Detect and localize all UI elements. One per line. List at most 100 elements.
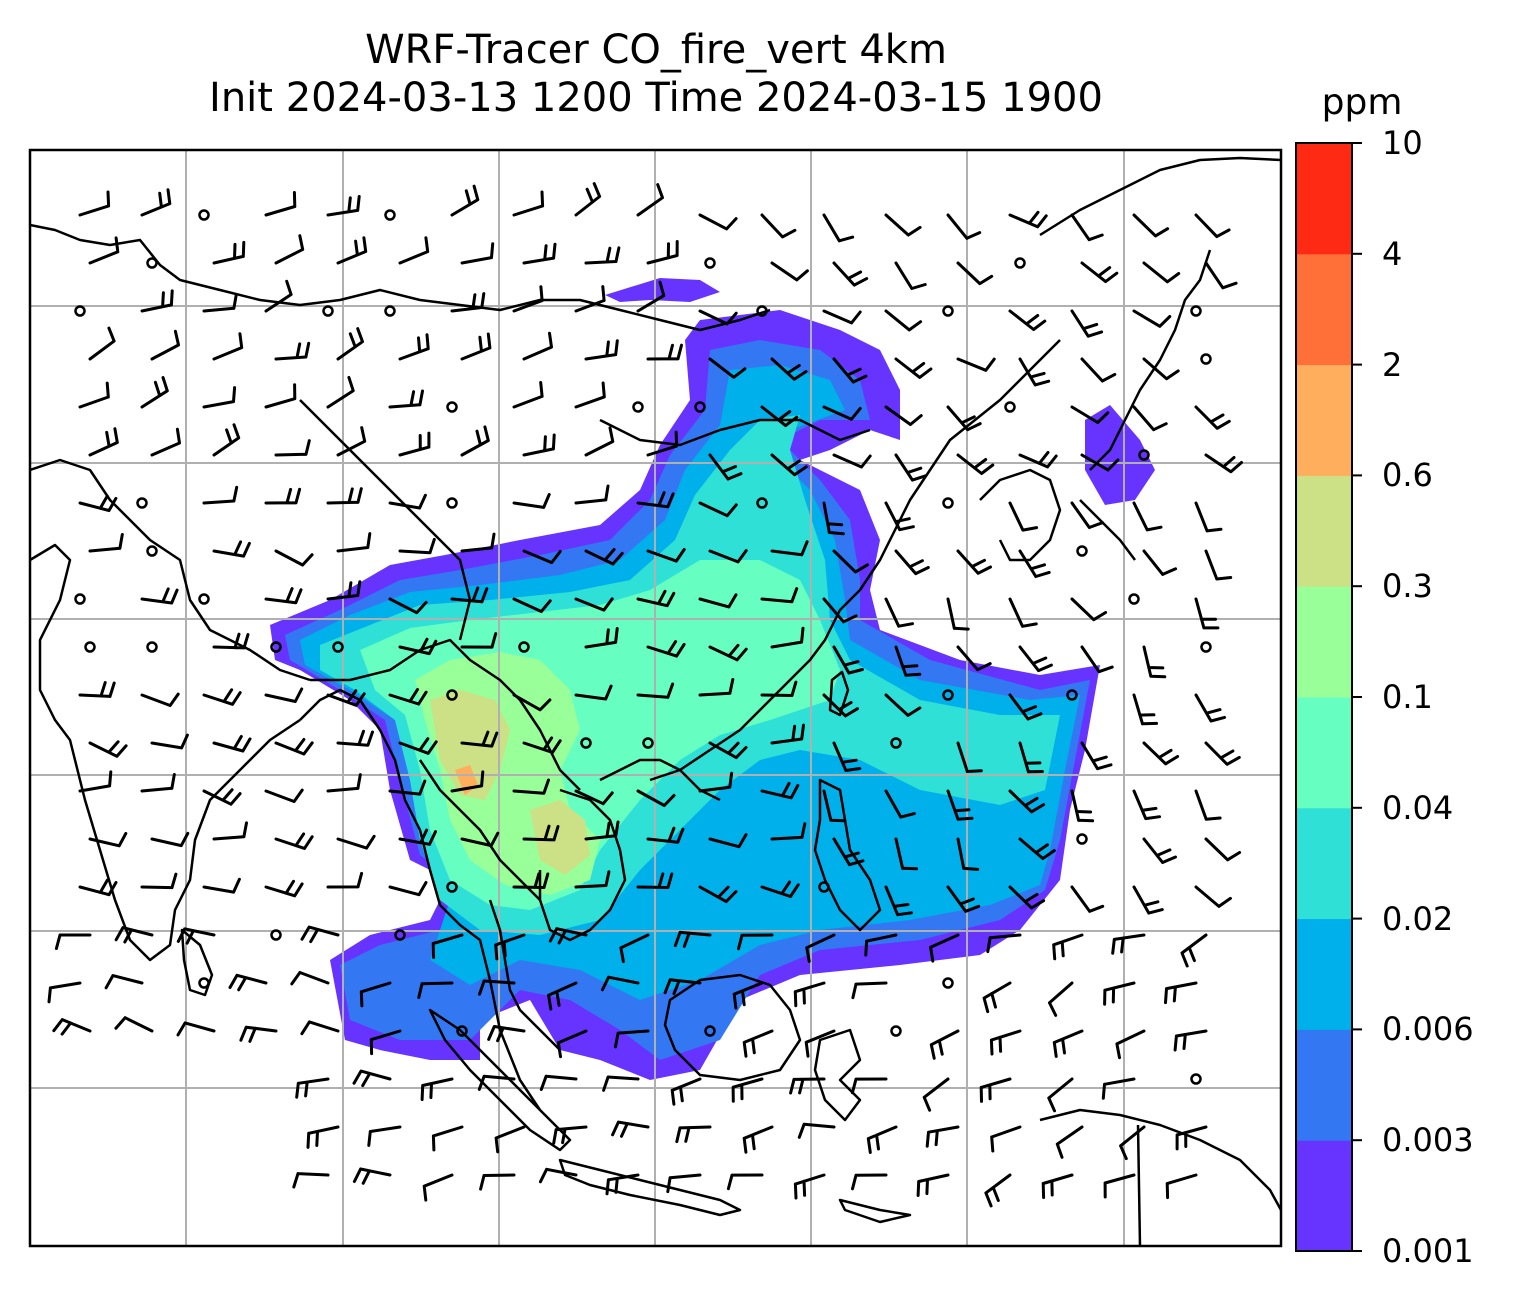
wind-barb [797, 1122, 836, 1139]
wind-barb [522, 331, 553, 361]
wind-barb [979, 1077, 1012, 1103]
co-plume [270, 278, 1155, 1080]
wind-barb [742, 1029, 774, 1058]
coast-philippines [813, 778, 882, 932]
wind-barb [460, 532, 496, 553]
wind-barb [150, 329, 180, 361]
colorbar-tick-label: 10 [1382, 124, 1423, 162]
wind-barb [805, 933, 836, 963]
map-gridlines [30, 150, 1281, 1246]
wind-barb [636, 280, 666, 313]
wind-barb [512, 778, 550, 795]
wind-barb [1204, 741, 1241, 766]
calm-wind-marker [942, 689, 954, 701]
wind-barb [731, 1077, 764, 1103]
wind-barb [306, 1125, 340, 1149]
wind-barb [422, 1173, 454, 1202]
wind-barb [574, 182, 602, 217]
wind-barb [1008, 789, 1046, 814]
wind-barb [760, 781, 800, 800]
colorbar-tick-label: 0.1 [1382, 678, 1433, 716]
wind-barb [698, 501, 738, 518]
wind-barb [88, 740, 128, 758]
wind-barb [398, 637, 438, 656]
wind-barb [1018, 357, 1051, 387]
wind-barb [367, 1125, 402, 1147]
wind-barb [737, 933, 774, 951]
wind-barb [336, 729, 374, 747]
title-line-2: Init 2024-03-13 1200 Time 2024-03-15 190… [209, 75, 1103, 121]
wind-barb [264, 879, 304, 898]
wind-barb [88, 236, 120, 265]
wind-barb [619, 933, 650, 964]
wind-barb [487, 1025, 526, 1043]
plume-layer-0.001-japan [1085, 405, 1155, 505]
wind-barb [698, 678, 735, 697]
wind-barb [450, 770, 485, 793]
wind-barb [1175, 1125, 1208, 1151]
calm-wind-marker [942, 305, 954, 317]
colorbar-swatch-3 [1296, 807, 1352, 920]
wind-barb [212, 821, 248, 841]
wind-barb [1194, 789, 1222, 821]
calm-wind-marker [1076, 833, 1088, 845]
wind-barb [388, 881, 428, 897]
wind-barb [552, 1125, 588, 1145]
calm-wind-marker [1190, 1073, 1202, 1085]
wind-barb [1070, 213, 1104, 242]
calm-wind-marker [890, 1025, 902, 1037]
wind-barb [698, 213, 738, 231]
wind-barb [851, 1173, 888, 1191]
wind-barb [1142, 261, 1181, 284]
wind-barb [822, 405, 862, 421]
calm-wind-marker [642, 737, 654, 749]
wind-barb [78, 381, 110, 409]
wind-barb [600, 975, 640, 992]
wind-barb [1041, 1173, 1074, 1199]
wind-barb [512, 493, 551, 509]
coastlines [30, 156, 1281, 1246]
wind-barb [512, 872, 550, 889]
wind-barb [574, 484, 610, 505]
wind-barb [708, 453, 743, 481]
wind-barb [584, 246, 621, 265]
wind-barb [1052, 933, 1084, 961]
wind-barb [708, 357, 747, 379]
map-frame [28, 148, 1283, 1248]
coast-vietnam [538, 788, 627, 942]
wind-barb [574, 597, 614, 612]
colorbar-swatch-7 [1296, 364, 1352, 476]
wind-barb [832, 357, 868, 384]
wind-barb [946, 885, 981, 913]
calm-wind-marker [146, 641, 158, 653]
wind-barb [336, 236, 368, 265]
wind-barb [388, 688, 428, 706]
colorbar-swatch-9 [1296, 143, 1352, 255]
wind-barb [431, 1125, 464, 1152]
wind-barb [574, 381, 606, 409]
wind-barb [770, 453, 808, 477]
wind-barb [770, 723, 805, 745]
wind-barb [359, 981, 392, 1008]
wind-barb [1142, 837, 1177, 864]
wind-barb [646, 343, 683, 361]
wind-barb [1103, 1173, 1136, 1199]
wind-barb [478, 979, 516, 996]
wind-barb [212, 332, 244, 361]
wind-barb [770, 626, 805, 649]
wind-barb [726, 1173, 764, 1191]
wind-barb [673, 930, 712, 948]
calm-wind-marker [518, 641, 530, 653]
wind-barb [894, 837, 919, 871]
wind-barb [369, 1029, 402, 1056]
calm-wind-marker [756, 305, 768, 317]
calm-wind-marker [136, 497, 148, 509]
coast-korea [979, 468, 1062, 562]
wind-barb [326, 375, 355, 409]
wind-barb [326, 580, 362, 601]
wind-barb [793, 1173, 826, 1200]
wind-barb [636, 183, 664, 217]
wind-barb [698, 593, 738, 609]
wind-barb [212, 540, 251, 558]
wind-barb [150, 427, 181, 457]
